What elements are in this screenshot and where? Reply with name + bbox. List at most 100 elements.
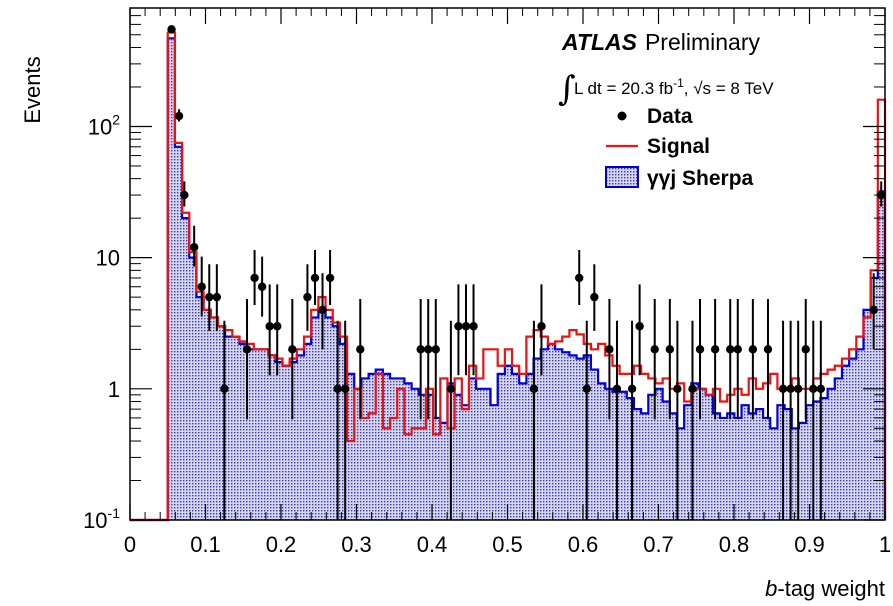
data-point: [665, 299, 675, 420]
x-tick-label: 0.4: [417, 532, 448, 557]
data-marker: [416, 345, 425, 354]
data-point: [220, 320, 229, 520]
data-point: [688, 320, 697, 520]
data-point: [446, 320, 456, 520]
data-point: [303, 264, 312, 331]
data-marker: [265, 322, 274, 331]
signal-line: [130, 31, 887, 522]
data-point: [180, 181, 189, 207]
legend-label: Data: [647, 105, 693, 128]
y-tick-label: 1: [108, 377, 120, 402]
data-point: [205, 264, 214, 331]
legend-fill-symbol: [605, 166, 639, 188]
data-point: [325, 249, 335, 306]
data-marker: [605, 345, 614, 354]
data-marker: [431, 345, 440, 354]
data-marker: [340, 384, 350, 394]
y-tick-label: 10-1: [83, 505, 120, 533]
data-point: [250, 249, 259, 306]
data-marker: [726, 345, 735, 354]
data-marker: [333, 384, 342, 394]
data-marker: [627, 384, 637, 394]
data-marker: [446, 384, 456, 394]
data-point: [356, 299, 365, 420]
data-marker: [303, 292, 312, 302]
data-point: [310, 249, 320, 306]
legend-item-marker: Data: [617, 105, 693, 128]
data-point: [673, 320, 682, 520]
data-marker: [461, 322, 471, 331]
data-point: [726, 299, 735, 420]
data-point: [288, 299, 297, 420]
data-marker: [220, 384, 229, 394]
data-point: [635, 284, 644, 376]
data-marker: [356, 345, 365, 354]
data-marker: [816, 384, 826, 394]
data-point: [333, 320, 342, 520]
y-tick-label: 102: [88, 111, 120, 139]
data-marker: [612, 384, 622, 394]
data-point: [212, 264, 222, 331]
data-point: [695, 299, 705, 420]
x-tick-label: 0.5: [492, 532, 523, 557]
data-point: [265, 284, 274, 376]
atlas-label: ATLAS Preliminary: [561, 29, 760, 55]
data-marker: [197, 282, 206, 291]
x-tick-label: 0.1: [190, 532, 221, 557]
data-point: [416, 299, 425, 420]
data-marker: [748, 345, 758, 354]
data-point: [174, 109, 184, 122]
data-point: [424, 299, 433, 420]
data-marker: [869, 305, 878, 315]
data-marker: [325, 273, 335, 283]
data-point: [529, 320, 539, 520]
data-marker: [537, 322, 546, 331]
data-marker: [763, 345, 773, 354]
plot-area: [130, 25, 887, 522]
x-axis-title: b-tag weight: [765, 576, 885, 601]
data-point: [431, 299, 440, 420]
x-tick-label: 0.2: [266, 532, 297, 557]
data-marker: [424, 345, 433, 354]
data-point: [605, 299, 614, 420]
series-signal: [130, 31, 887, 522]
data-marker: [793, 384, 803, 394]
data-point: [710, 299, 720, 420]
data-point: [809, 320, 818, 520]
data-point: [469, 284, 478, 376]
luminosity-label: ∫ L dt = 20.3 fb-1, √s = 8 TeV: [558, 69, 774, 109]
data-marker: [710, 345, 720, 354]
legend-item-fill: γγj Sherpa: [605, 166, 754, 190]
data-point: [582, 320, 591, 520]
data-marker: [665, 345, 675, 354]
data-marker: [582, 384, 591, 394]
data-point: [612, 320, 622, 520]
data-marker: [167, 25, 176, 34]
series-data: [167, 25, 886, 520]
series-sherpa: [130, 37, 887, 522]
data-point: [273, 284, 282, 376]
legend: Data Signal γγj Sherpa: [605, 105, 754, 190]
x-tick-label: 0.8: [719, 532, 750, 557]
legend-label: Signal: [647, 135, 710, 158]
data-point: [793, 320, 803, 520]
data-marker: [786, 384, 795, 394]
x-tick-label: 0.7: [643, 532, 674, 557]
data-point: [590, 264, 599, 331]
data-marker: [635, 322, 644, 331]
data-marker: [174, 111, 184, 121]
legend-label: γγj Sherpa: [647, 167, 754, 190]
data-point: [801, 299, 810, 420]
data-marker: [310, 273, 320, 283]
data-point: [242, 299, 252, 420]
data-marker: [650, 345, 659, 354]
data-marker: [205, 292, 214, 302]
data-point: [748, 299, 758, 420]
integral-sign: ∫: [558, 69, 576, 109]
data-marker: [673, 384, 682, 394]
legend-item-line: Signal: [606, 135, 710, 158]
y-axis-title: Events: [20, 56, 45, 123]
data-marker: [733, 345, 742, 354]
